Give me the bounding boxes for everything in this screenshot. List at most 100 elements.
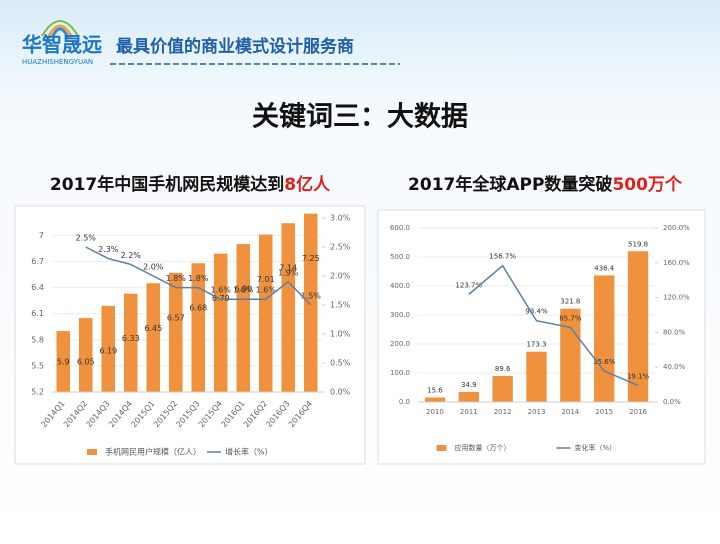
bar [79,318,93,392]
legend-label: 手机网民用户规模（亿人） [105,447,201,457]
bar [526,351,547,402]
legend-label: 变化率（%） [575,443,617,452]
bar [169,272,183,392]
y2-tick-label: 120.0% [663,294,690,302]
y-tick-label: 600.0 [390,224,410,232]
bar [492,376,513,402]
bar-label: 7.01 [257,275,275,284]
line-label: 2.0% [143,263,164,272]
line-label: 1.8% [166,274,187,283]
logo-icon [41,20,79,39]
bar-label: 6.19 [99,346,117,355]
bar-label: 6.33 [122,334,140,343]
bar-label: 6.68 [189,304,207,313]
bar-label: 6.90 [234,285,252,294]
line-label: 93.4% [525,308,548,316]
slogan: 最具价值的商业模式设计服务商 [116,36,354,57]
bar [458,391,479,402]
bar-label: 89.6 [495,365,511,373]
y-tick-label: 7 [39,231,44,240]
bar-label: 6.05 [77,358,95,367]
line-label: 19.1% [627,372,650,380]
y2-tick-label: 0.5% [330,359,351,368]
bar [594,275,615,402]
chart-title: 2017年中国手机网民规模达到8亿人 [50,174,331,195]
line-label: 85.7% [559,314,582,322]
y-tick-label: 6.4 [31,283,44,292]
y2-tick-label: 80.0% [663,328,686,336]
bar [259,234,273,392]
y2-tick-label: 3.0% [330,214,351,223]
y-tick-label: 5.8 [31,335,44,344]
y2-tick-label: 40.0% [663,363,686,371]
chart-title-part: 2017年中国手机网民规模达到 [50,174,284,195]
slide-title: 关键词三：大数据 [252,101,468,133]
line-label: 156.7% [489,253,516,261]
x-tick-label: 2010 [426,408,444,416]
x-tick-label: 2016 [629,408,647,416]
line-label: 1.6% [211,286,232,295]
y-tick-label: 6.1 [31,309,44,318]
y2-tick-label: 2.5% [330,243,351,252]
line-label: 2.2% [121,251,142,260]
bar-label: 6.45 [144,324,162,333]
line-label: 123.7% [455,281,482,289]
bar-label: 321.8 [560,298,580,306]
x-tick-label: 2012 [494,408,512,416]
bar-label: 5.9 [57,358,70,367]
y-tick-label: 400.0 [390,282,410,290]
bar-label: 7.25 [302,254,320,263]
bar-label: 6.57 [167,313,185,322]
y2-tick-label: 2.0% [330,272,351,281]
y-tick-label: 0.0 [399,398,410,406]
bar-label: 34.9 [461,381,477,389]
y-tick-label: 6.7 [31,257,44,266]
line-label: 1.8% [188,274,209,283]
bar [304,213,318,392]
bar [424,397,446,402]
y-tick-label: 500.0 [390,253,410,261]
x-tick-label: 2014 [561,408,579,416]
line-label: 1.6% [233,286,254,295]
logo: 华智晟远 [22,33,102,57]
chart-panel [377,209,706,465]
logo-sub: HUAZHISHENGYUAN [22,58,93,66]
bar [560,308,581,402]
bar [124,293,138,392]
x-tick-label: 2013 [528,408,546,416]
line-label: 1.5% [301,292,322,301]
y-tick-label: 200.0 [390,340,410,348]
bar-label: 519.8 [628,240,648,248]
bar-label: 436.4 [594,264,615,272]
line-label: 2.3% [98,245,119,254]
bar-label: 173.3 [526,341,546,349]
y2-tick-label: 1.5% [330,301,351,310]
line-label: 2.5% [76,234,97,243]
x-tick-label: 2011 [460,408,478,416]
bar-label: 15.6 [427,386,443,394]
y2-tick-label: 0.0% [663,398,681,406]
bar [101,305,115,392]
line [468,264,639,387]
bar [236,244,250,392]
y2-tick-label: 1.0% [330,330,351,339]
y-tick-label: 300.0 [390,311,410,319]
legend-swatch [87,449,97,455]
bar [214,253,228,392]
chart-title-part: 2017年全球APP数量突破 [408,174,612,195]
line-label: 1.6% [256,286,277,295]
line [85,246,312,306]
chart-title-highlight: 500万个 [612,174,682,195]
bar-label: 7.14 [279,264,297,273]
bar [56,331,70,392]
legend-label: 增长率（%） [225,447,273,457]
bar [146,283,160,392]
y2-tick-label: 0.0% [330,388,351,397]
y-tick-label: 5.5 [31,361,44,370]
line-label: 35.6% [593,358,616,366]
x-tick-label: 2015 [595,408,613,416]
bar [191,263,205,392]
bar [627,251,649,402]
